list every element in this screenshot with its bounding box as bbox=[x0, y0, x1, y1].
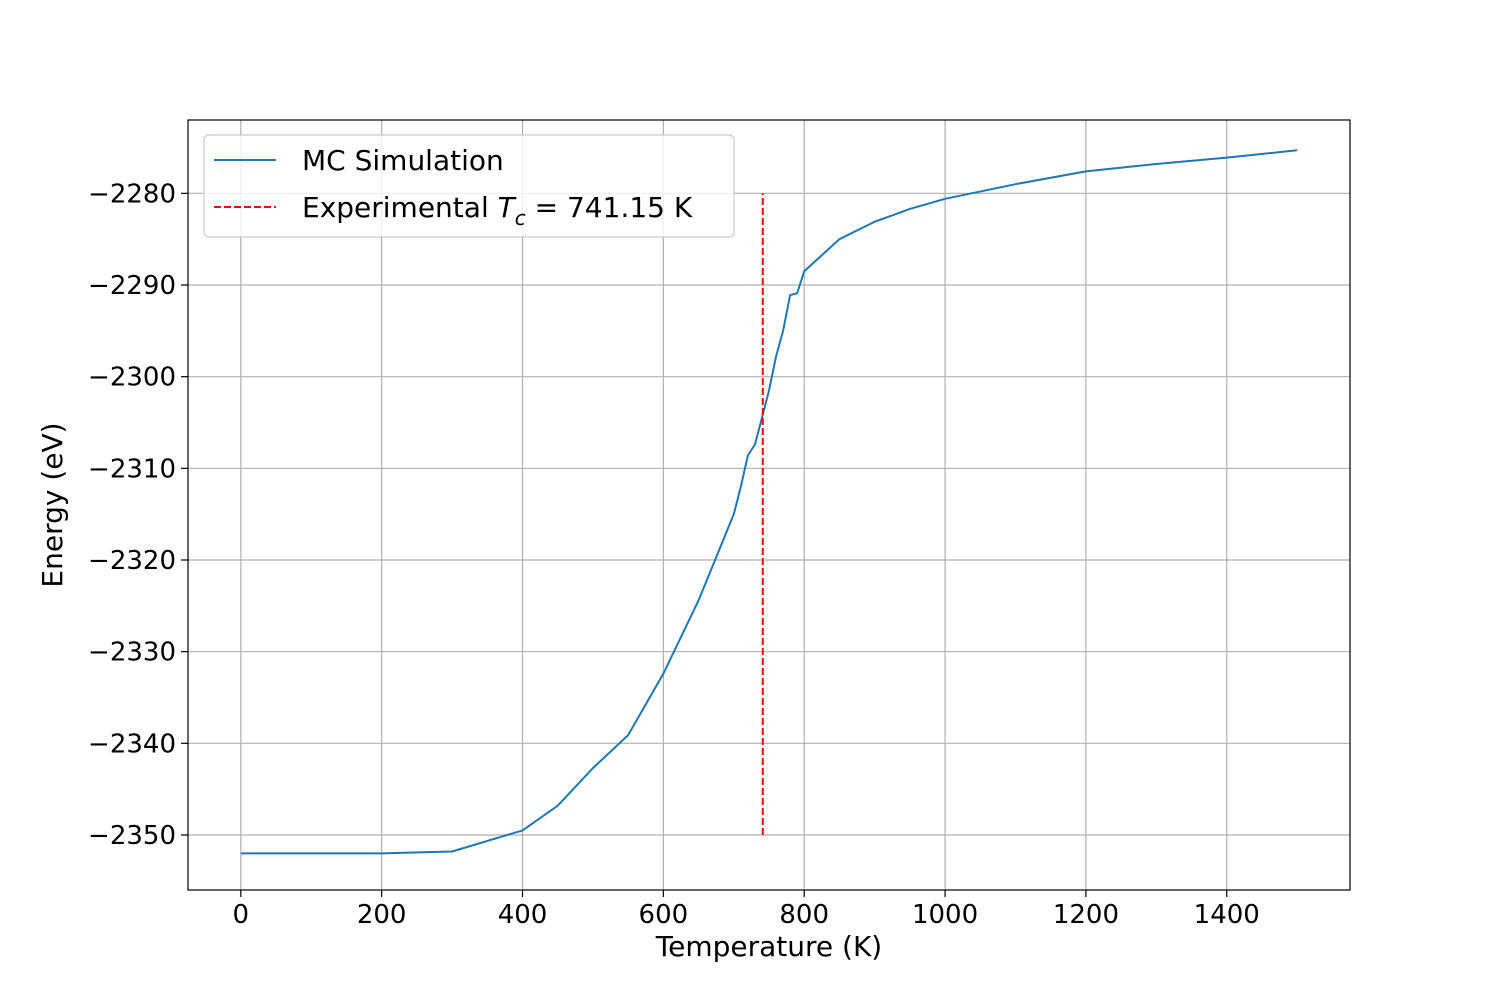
y-axis-label: Energy (eV) bbox=[36, 422, 69, 587]
y-tick-label: −2330 bbox=[88, 638, 176, 668]
plot-frame bbox=[187, 119, 1351, 891]
legend-exp-prefix: Experimental bbox=[302, 191, 498, 224]
x-tick-label: 200 bbox=[357, 900, 407, 930]
y-tick-label: −2340 bbox=[88, 729, 176, 759]
x-axis: 0 200 400 600 800 1000 1200 1400 bbox=[233, 890, 1260, 930]
y-tick-label: −2320 bbox=[88, 546, 176, 576]
x-tick-label: 600 bbox=[639, 900, 689, 930]
y-tick-label: −2290 bbox=[88, 271, 176, 301]
x-tick-label: 1400 bbox=[1194, 900, 1260, 930]
legend: MC Simulation Experimental Tc = 741.15 K bbox=[203, 134, 735, 238]
x-tick-label: 1000 bbox=[912, 900, 978, 930]
y-tick-label: −2300 bbox=[88, 363, 176, 393]
legend-exp-subscript: c bbox=[515, 206, 526, 230]
series-mc-simulation bbox=[240, 149, 1298, 855]
x-tick-label: 400 bbox=[498, 900, 548, 930]
legend-frame bbox=[203, 134, 735, 238]
y-tick-label: −2350 bbox=[88, 821, 176, 851]
y-axis: −2350 −2340 −2330 −2320 −2310 −2300 −2290 −2280 bbox=[88, 179, 188, 851]
x-axis-label: Temperature (K) bbox=[655, 930, 882, 963]
y-tick-label: −2310 bbox=[88, 454, 176, 484]
legend-label-mc: MC Simulation bbox=[302, 144, 504, 177]
x-tick-label: 0 bbox=[233, 900, 250, 930]
legend-exp-symbol: T bbox=[498, 191, 517, 224]
y-tick-label: −2280 bbox=[88, 179, 176, 209]
legend-exp-suffix: = 741.15 K bbox=[526, 191, 693, 224]
x-tick-label: 800 bbox=[779, 900, 829, 930]
mc-simulation-line bbox=[240, 149, 1298, 855]
grid bbox=[188, 120, 1350, 890]
legend-label-exp: Experimental Tc = 741.15 K bbox=[302, 191, 693, 230]
x-tick-label: 1200 bbox=[1053, 900, 1119, 930]
